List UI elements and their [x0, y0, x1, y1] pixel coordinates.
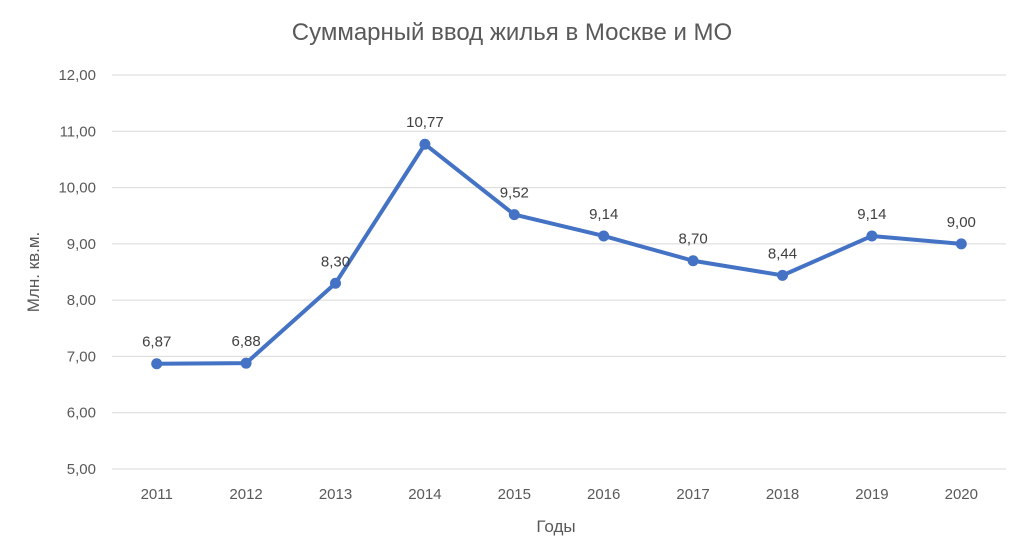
y-tick-label: 10,00 [58, 180, 96, 197]
data-label: 9,00 [947, 214, 976, 231]
data-point [687, 255, 699, 267]
data-label: 9,14 [857, 206, 886, 223]
y-tick-label: 8,00 [67, 292, 96, 309]
data-point [777, 269, 788, 281]
y-tick-label: 9,00 [67, 236, 96, 253]
x-axis-label: Годы [536, 517, 575, 536]
series-line [154, 142, 964, 366]
y-axis-label: Млн. кв.м. [24, 232, 43, 313]
data-label: 8,70 [678, 231, 707, 248]
data-point [598, 230, 610, 242]
data-point [508, 209, 520, 221]
data-labels: 6,87 6,88 8,30 10,77 9,52 9,14 8,70 8,44 9,14 9,0… [142, 114, 976, 351]
x-tick-label: 2015 [498, 486, 531, 503]
data-point [151, 358, 163, 370]
data-point [330, 277, 341, 289]
y-axis-ticks: 5,00 6,00 7,00 8,00 9,00 10,00 11,00 12,00 [58, 67, 96, 478]
y-tick-label: 5,00 [67, 461, 96, 478]
data-point [866, 230, 878, 242]
series-layer [151, 138, 967, 370]
y-tick-label: 11,00 [60, 123, 96, 140]
x-tick-label: 2013 [319, 486, 352, 503]
data-point [240, 357, 252, 369]
x-tick-label: 2019 [855, 486, 888, 503]
data-label: 8,30 [321, 253, 350, 270]
x-axis-ticks: 2011 2012 2013 2014 2015 2016 2017 2018 2019 2020 [141, 486, 978, 503]
y-tick-label: 6,00 [67, 405, 96, 422]
x-tick-label: 2014 [408, 486, 441, 503]
x-tick-label: 2012 [229, 486, 262, 503]
data-label: 10,77 [406, 114, 444, 131]
data-label: 6,87 [142, 334, 171, 351]
data-label: 9,14 [589, 206, 618, 223]
x-tick-label: 2020 [945, 486, 978, 503]
y-tick-label: 7,00 [67, 348, 96, 365]
data-point [419, 138, 431, 150]
x-tick-label: 2016 [587, 486, 620, 503]
data-label: 8,44 [768, 245, 797, 262]
data-point [955, 238, 967, 250]
x-tick-label: 2011 [141, 486, 173, 503]
data-label: 6,88 [231, 333, 260, 350]
gridlines [112, 74, 1006, 470]
y-tick-label: 12,00 [58, 67, 96, 84]
x-tick-label: 2017 [676, 486, 709, 503]
chart-title: Суммарный ввод жилья в Москве и МО [292, 19, 732, 46]
data-label: 9,52 [500, 185, 529, 202]
x-tick-label: 2018 [766, 486, 799, 503]
